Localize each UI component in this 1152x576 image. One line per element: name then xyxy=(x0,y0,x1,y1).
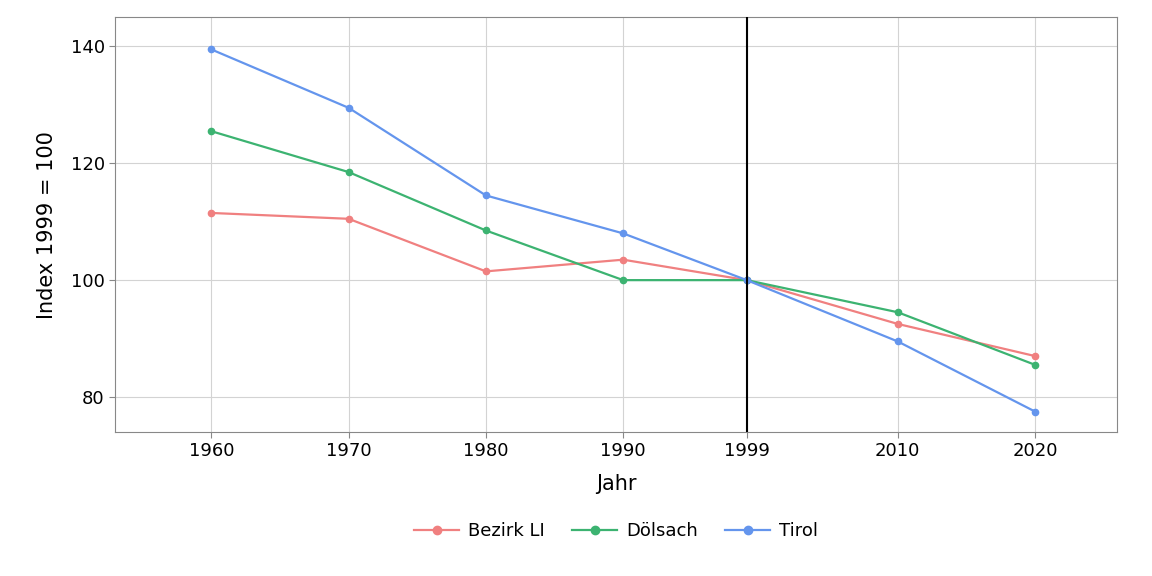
Legend: Bezirk LI, Dölsach, Tirol: Bezirk LI, Dölsach, Tirol xyxy=(407,515,826,547)
X-axis label: Jahr: Jahr xyxy=(596,474,637,494)
Y-axis label: Index 1999 = 100: Index 1999 = 100 xyxy=(37,131,56,319)
